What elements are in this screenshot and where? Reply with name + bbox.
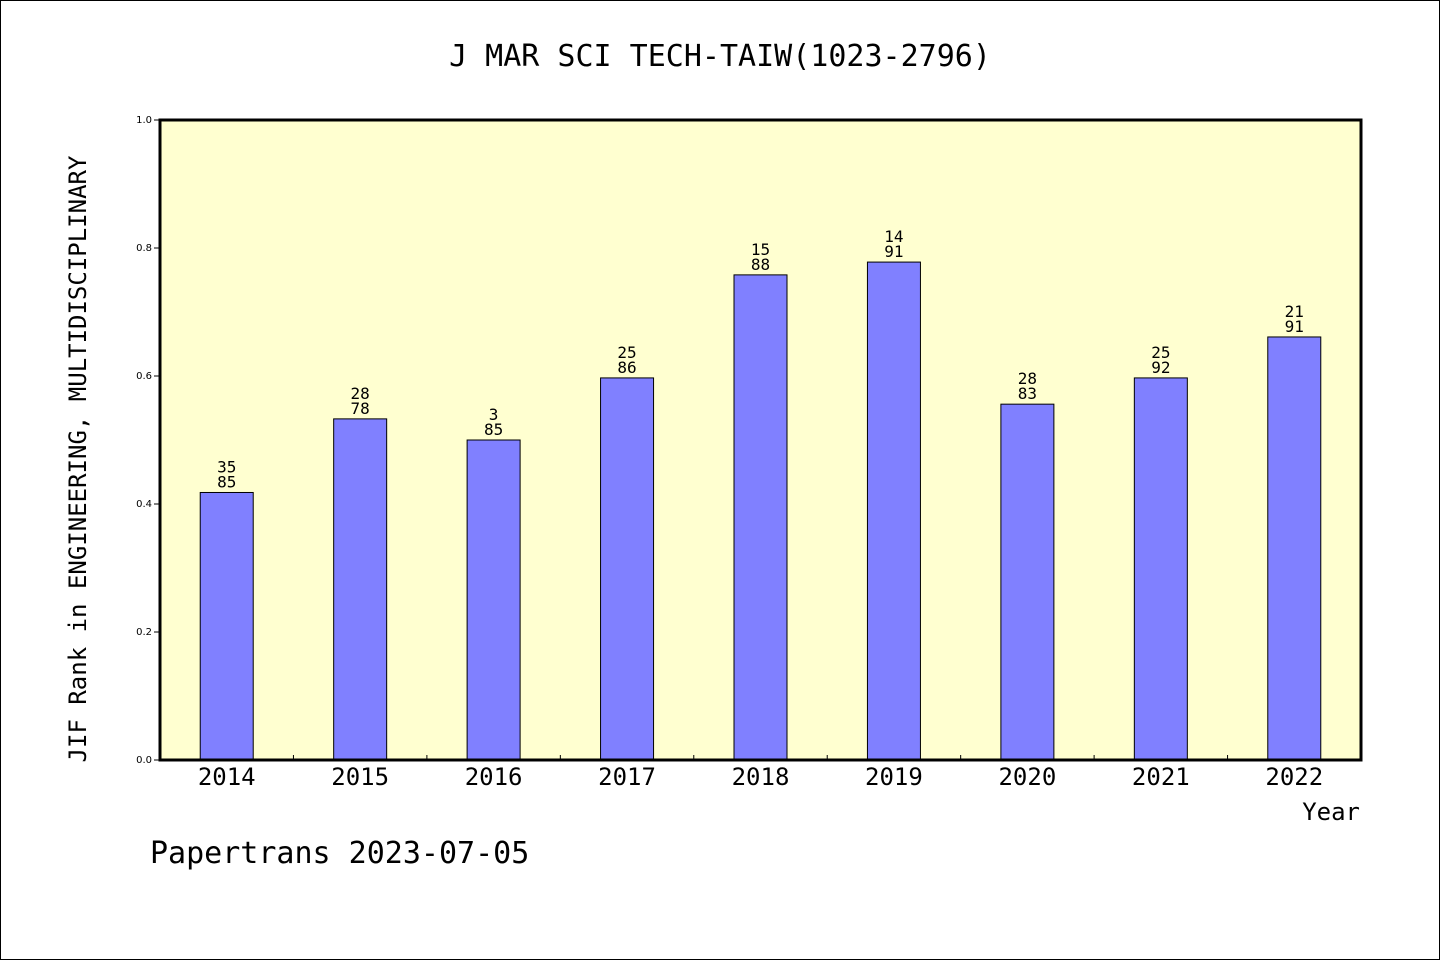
bar-2015 [333,418,388,761]
y-tick-label: 0.2 [136,627,152,638]
bar-2020 [1000,403,1055,761]
rank-label-2017: 25 [617,343,636,362]
total-label-2015: 78 [351,399,370,418]
x-tick-label-2015: 2015 [331,763,389,791]
x-axis: 2014 2015 2016 2017 2018 2019 2020 2021 2022 [198,755,1323,791]
total-label-2018: 88 [751,255,770,274]
chart-title: J MAR SCI TECH-TAIW(1023-2796) [449,39,991,74]
y-tick-label: 0.0 [136,755,152,766]
x-tick-label-2017: 2017 [598,763,656,791]
rank-label-2020: 28 [1018,369,1037,388]
total-label-2014: 85 [217,472,236,491]
x-tick-label-2020: 2020 [998,763,1056,791]
total-label-2019: 91 [884,242,903,261]
x-tick-label-2014: 2014 [198,763,256,791]
rank-label-2019: 14 [884,227,903,246]
y-tick-label: 1.0 [136,115,152,126]
footer-credit: Papertrans 2023-07-05 [150,836,529,871]
y-tick-label: 0.8 [136,243,152,254]
y-tick-label: 0.6 [136,371,152,382]
rank-label-2016: 3 [489,405,499,424]
rank-label-2018: 15 [751,240,770,259]
total-label-2021: 92 [1151,358,1170,377]
total-label-2016: 85 [484,420,503,439]
rank-label-2014: 35 [217,457,236,476]
x-tick-label-2019: 2019 [865,763,923,791]
bar-2022 [1267,336,1322,761]
x-tick-label-2018: 2018 [732,763,790,791]
total-label-2017: 86 [617,358,636,377]
x-tick-label-2022: 2022 [1265,763,1323,791]
bar-2016 [466,439,521,761]
plot-border [158,118,1363,762]
x-tick-label-2016: 2016 [465,763,523,791]
bar-2017 [600,377,655,761]
bar-2021 [1133,377,1188,761]
rank-label-2021: 25 [1151,343,1170,362]
bar-2018 [733,274,788,761]
bars-group [199,261,1322,761]
total-label-2020: 83 [1018,384,1037,403]
bar-2014 [199,491,254,761]
total-label-2022: 91 [1285,317,1304,336]
y-axis: 0.0 0.2 0.4 0.6 0.8 1.0 [136,115,160,766]
bar-2019 [866,261,921,761]
x-axis-title: Year [1302,798,1360,826]
rank-label-2022: 21 [1285,302,1304,321]
y-tick-label: 0.4 [136,499,152,510]
y-axis-title: JIF Rank in ENGINEERING, MULTIDISCIPLINA… [64,155,92,762]
x-tick-label-2021: 2021 [1132,763,1190,791]
rank-label-2015: 28 [351,384,370,403]
